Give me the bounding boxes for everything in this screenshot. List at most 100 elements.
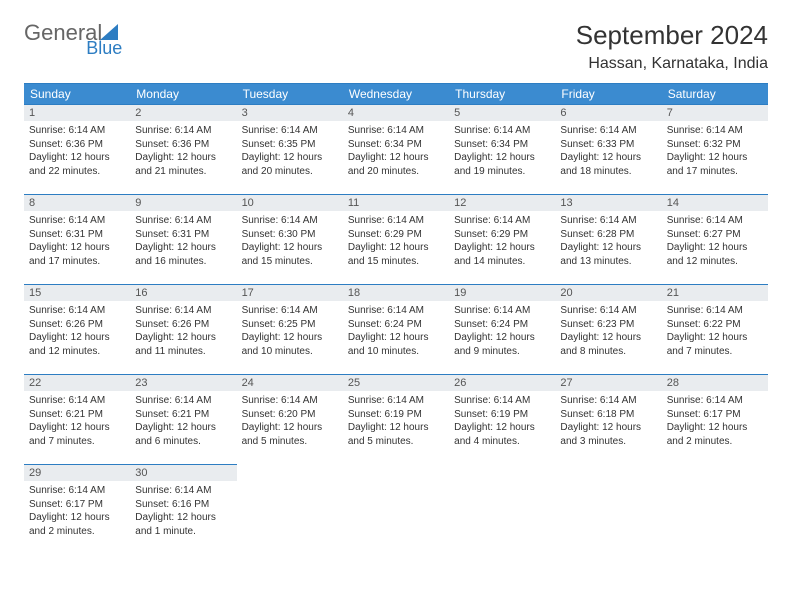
day-number: 13 [555,195,661,211]
day-header: Sunday [24,84,130,104]
day-details: Sunrise: 6:14 AMSunset: 6:19 PMDaylight:… [449,391,555,454]
day-number: 18 [343,285,449,301]
calendar-cell: 14Sunrise: 6:14 AMSunset: 6:27 PMDayligh… [662,194,768,284]
daylight-text-2: and 13 minutes. [560,255,656,269]
sunrise-text: Sunrise: 6:14 AM [29,124,125,138]
daylight-text-1: Daylight: 12 hours [135,331,231,345]
sunrise-text: Sunrise: 6:14 AM [242,394,338,408]
daylight-text-2: and 10 minutes. [242,345,338,359]
daylight-text-2: and 20 minutes. [348,165,444,179]
day-details: Sunrise: 6:14 AMSunset: 6:30 PMDaylight:… [237,211,343,274]
day-details: Sunrise: 6:14 AMSunset: 6:33 PMDaylight:… [555,121,661,184]
sunrise-text: Sunrise: 6:14 AM [454,214,550,228]
day-details: Sunrise: 6:14 AMSunset: 6:32 PMDaylight:… [662,121,768,184]
daylight-text-2: and 12 minutes. [29,345,125,359]
day-number: 29 [24,465,130,481]
daylight-text-1: Daylight: 12 hours [242,151,338,165]
day-details: Sunrise: 6:14 AMSunset: 6:27 PMDaylight:… [662,211,768,274]
day-details: Sunrise: 6:14 AMSunset: 6:35 PMDaylight:… [237,121,343,184]
sunrise-text: Sunrise: 6:14 AM [29,304,125,318]
sunset-text: Sunset: 6:34 PM [454,138,550,152]
daylight-text-2: and 17 minutes. [29,255,125,269]
day-number: 20 [555,285,661,301]
calendar-cell: 12Sunrise: 6:14 AMSunset: 6:29 PMDayligh… [449,194,555,284]
daylight-text-2: and 17 minutes. [667,165,763,179]
calendar-cell: 19Sunrise: 6:14 AMSunset: 6:24 PMDayligh… [449,284,555,374]
daylight-text-1: Daylight: 12 hours [454,421,550,435]
sunset-text: Sunset: 6:26 PM [135,318,231,332]
title-block: September 2024 Hassan, Karnataka, India [576,20,768,73]
daylight-text-2: and 2 minutes. [29,525,125,539]
sunrise-text: Sunrise: 6:14 AM [29,214,125,228]
daylight-text-1: Daylight: 12 hours [348,241,444,255]
calendar-cell: 10Sunrise: 6:14 AMSunset: 6:30 PMDayligh… [237,194,343,284]
daylight-text-1: Daylight: 12 hours [667,151,763,165]
day-details: Sunrise: 6:14 AMSunset: 6:29 PMDaylight:… [449,211,555,274]
calendar-cell: 22Sunrise: 6:14 AMSunset: 6:21 PMDayligh… [24,374,130,464]
daylight-text-1: Daylight: 12 hours [135,241,231,255]
daylight-text-1: Daylight: 12 hours [29,511,125,525]
day-details: Sunrise: 6:14 AMSunset: 6:31 PMDaylight:… [24,211,130,274]
day-number: 16 [130,285,236,301]
sunset-text: Sunset: 6:27 PM [667,228,763,242]
title-month: September 2024 [576,20,768,51]
daylight-text-1: Daylight: 12 hours [667,241,763,255]
day-number: 26 [449,375,555,391]
calendar-cell: 30Sunrise: 6:14 AMSunset: 6:16 PMDayligh… [130,464,236,554]
day-header: Saturday [662,84,768,104]
calendar-cell: 18Sunrise: 6:14 AMSunset: 6:24 PMDayligh… [343,284,449,374]
sunrise-text: Sunrise: 6:14 AM [667,124,763,138]
day-number: 23 [130,375,236,391]
day-number: 12 [449,195,555,211]
day-header: Tuesday [237,84,343,104]
sunset-text: Sunset: 6:17 PM [667,408,763,422]
calendar-cell: 13Sunrise: 6:14 AMSunset: 6:28 PMDayligh… [555,194,661,284]
sunset-text: Sunset: 6:18 PM [560,408,656,422]
calendar-cell: 5Sunrise: 6:14 AMSunset: 6:34 PMDaylight… [449,104,555,194]
sunset-text: Sunset: 6:32 PM [667,138,763,152]
day-details: Sunrise: 6:14 AMSunset: 6:18 PMDaylight:… [555,391,661,454]
sunrise-text: Sunrise: 6:14 AM [667,394,763,408]
daylight-text-2: and 6 minutes. [135,435,231,449]
daylight-text-1: Daylight: 12 hours [667,421,763,435]
day-number: 8 [24,195,130,211]
sunrise-text: Sunrise: 6:14 AM [348,124,444,138]
daylight-text-2: and 5 minutes. [348,435,444,449]
daylight-text-1: Daylight: 12 hours [454,151,550,165]
calendar-cell: 7Sunrise: 6:14 AMSunset: 6:32 PMDaylight… [662,104,768,194]
day-details: Sunrise: 6:14 AMSunset: 6:29 PMDaylight:… [343,211,449,274]
calendar-cell: 8Sunrise: 6:14 AMSunset: 6:31 PMDaylight… [24,194,130,284]
sunrise-text: Sunrise: 6:14 AM [454,394,550,408]
calendar-cell: 20Sunrise: 6:14 AMSunset: 6:23 PMDayligh… [555,284,661,374]
sunrise-text: Sunrise: 6:14 AM [348,214,444,228]
day-details: Sunrise: 6:14 AMSunset: 6:31 PMDaylight:… [130,211,236,274]
daylight-text-1: Daylight: 12 hours [348,151,444,165]
daylight-text-2: and 18 minutes. [560,165,656,179]
day-number: 7 [662,105,768,121]
day-number: 5 [449,105,555,121]
daylight-text-1: Daylight: 12 hours [454,241,550,255]
daylight-text-1: Daylight: 12 hours [135,511,231,525]
day-details: Sunrise: 6:14 AMSunset: 6:21 PMDaylight:… [24,391,130,454]
daylight-text-1: Daylight: 12 hours [29,421,125,435]
day-number: 9 [130,195,236,211]
sunset-text: Sunset: 6:20 PM [242,408,338,422]
daylight-text-2: and 7 minutes. [667,345,763,359]
day-details: Sunrise: 6:14 AMSunset: 6:25 PMDaylight:… [237,301,343,364]
daylight-text-1: Daylight: 12 hours [29,151,125,165]
day-number: 4 [343,105,449,121]
daylight-text-2: and 15 minutes. [242,255,338,269]
sunrise-text: Sunrise: 6:14 AM [667,214,763,228]
calendar-cell: 27Sunrise: 6:14 AMSunset: 6:18 PMDayligh… [555,374,661,464]
daylight-text-1: Daylight: 12 hours [348,421,444,435]
daylight-text-2: and 2 minutes. [667,435,763,449]
sunset-text: Sunset: 6:36 PM [135,138,231,152]
day-details: Sunrise: 6:14 AMSunset: 6:36 PMDaylight:… [130,121,236,184]
daylight-text-1: Daylight: 12 hours [242,241,338,255]
sunset-text: Sunset: 6:28 PM [560,228,656,242]
calendar-cell: 15Sunrise: 6:14 AMSunset: 6:26 PMDayligh… [24,284,130,374]
day-details: Sunrise: 6:14 AMSunset: 6:21 PMDaylight:… [130,391,236,454]
sunrise-text: Sunrise: 6:14 AM [242,304,338,318]
daylight-text-1: Daylight: 12 hours [29,331,125,345]
brand-name-2: Blue [86,38,122,59]
